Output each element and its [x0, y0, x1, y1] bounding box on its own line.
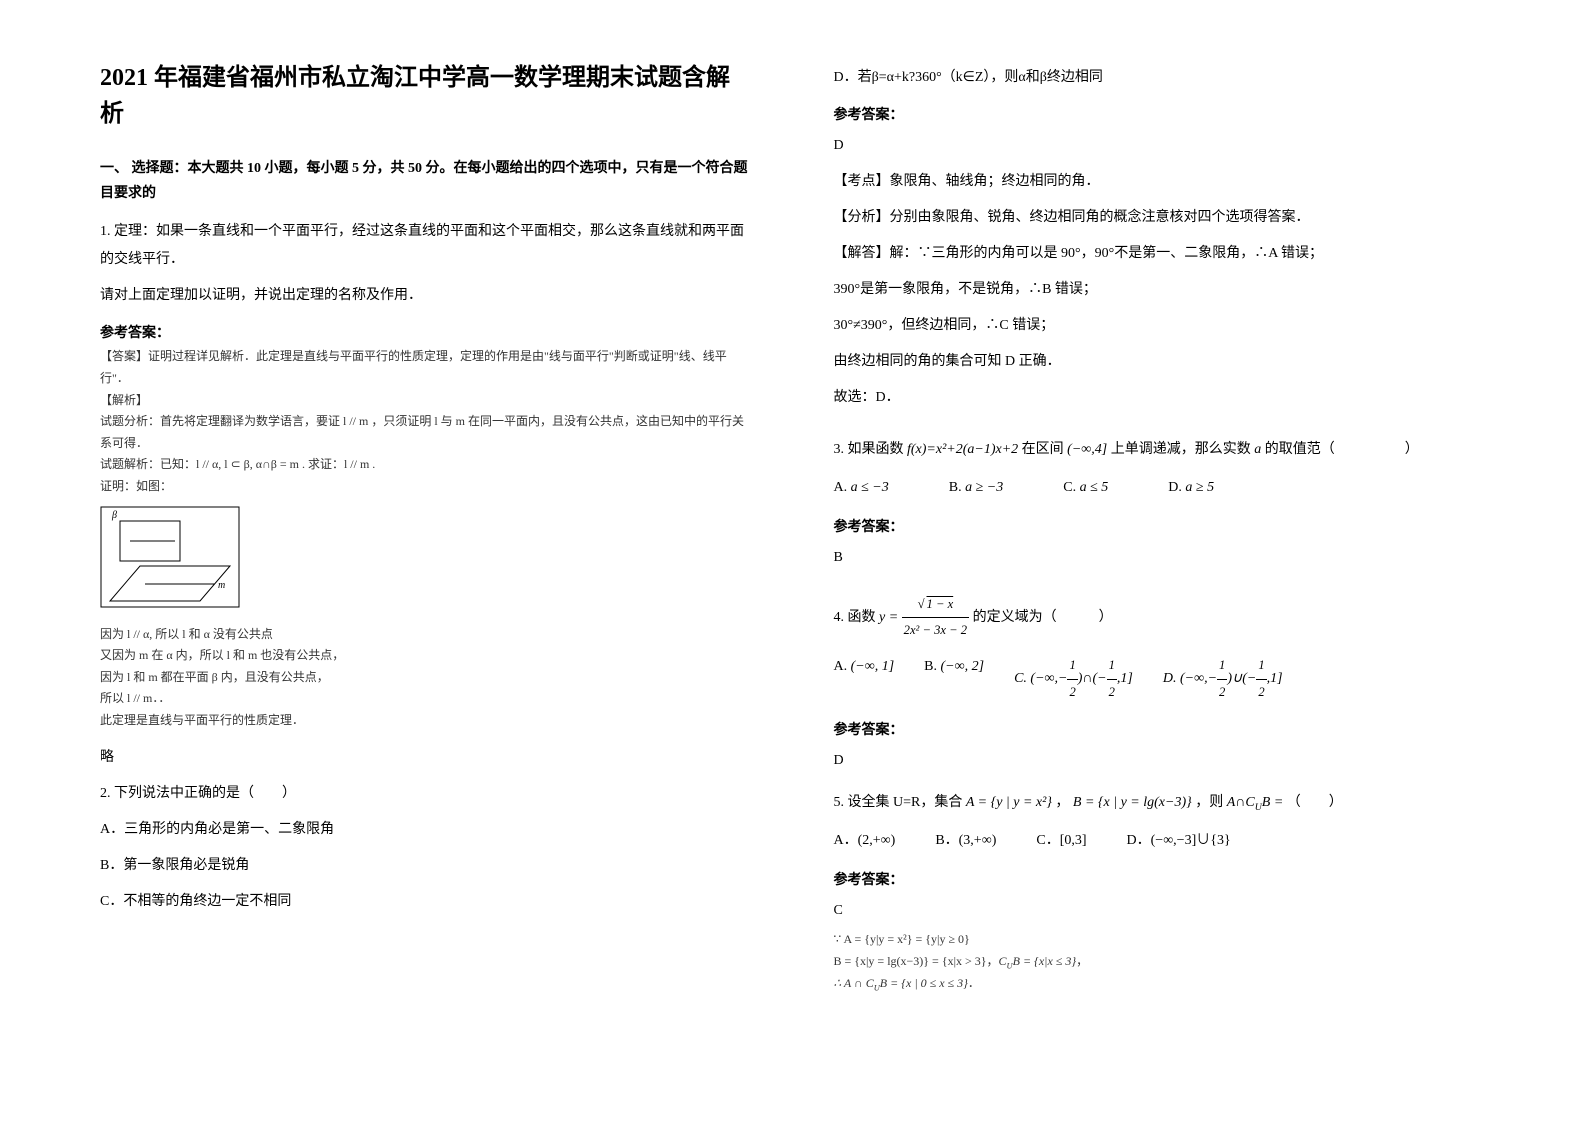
- exam-page: 2021 年福建省福州市私立淘江中学高一数学理期末试题含解析 一、 选择题：本大…: [0, 0, 1587, 1036]
- q4-stem-post: 的定义域为（ ）: [973, 610, 1113, 625]
- q4-opt-c: C. (−∞,−12)∩(−12,1]: [1014, 653, 1133, 704]
- q5-opt-d: D．(−∞,−3]∪{3}: [1127, 827, 1231, 855]
- q2-opt-b: B．第一象限角必是锐角: [100, 852, 754, 880]
- q5-answer-label: 参考答案：: [834, 869, 1488, 889]
- q2-opt-c: C．不相等的角终边一定不相同: [100, 888, 754, 916]
- q5-expr: A∩CUB =: [1227, 795, 1284, 810]
- q3-stem-end: 的取值范（ ）: [1265, 442, 1419, 457]
- left-column: 2021 年福建省福州市私立淘江中学高一数学理期末试题含解析 一、 选择题：本大…: [100, 60, 754, 996]
- q1-exp-1: 【答案】证明过程详见解析．此定理是直线与平面平行的性质定理，定理的作用是由"线与…: [100, 346, 754, 389]
- q3-a: a: [1254, 442, 1261, 457]
- q3-opt-c: C. a ≤ 5: [1063, 474, 1108, 502]
- q1-exp-6: 因为 l // α, 所以 l 和 α 没有公共点: [100, 624, 754, 646]
- q2-exp-5: 30°≠390°，但终边相同，∴C 错误；: [834, 312, 1488, 340]
- q2-exp-2: 【分析】分别由象限角、锐角、终边相同角的概念注意核对四个选项得答案．: [834, 204, 1488, 232]
- q2-opt-d: D．若β=α+k?360°（k∈Z），则α和β终边相同: [834, 64, 1488, 92]
- q5-opt-a: A．(2,+∞): [834, 827, 896, 855]
- q3-opt-b: B. a ≥ −3: [949, 474, 1003, 502]
- q1-diagram: m β: [100, 506, 240, 616]
- q1-stem-2: 请对上面定理加以证明，并说出定理的名称及作用．: [100, 282, 754, 310]
- q4-opt-a: A. (−∞, 1]: [834, 653, 895, 704]
- right-column: D．若β=α+k?360°（k∈Z），则α和β终边相同 参考答案： D 【考点】…: [834, 60, 1488, 996]
- q4-opt-b: B. (−∞, 2]: [924, 653, 984, 704]
- q2-answer-label: 参考答案：: [834, 104, 1488, 124]
- q1-exp-9: 所以 l // m．．: [100, 688, 754, 710]
- q5-exp-3: ∴ A ∩ CUB = {x | 0 ≤ x ≤ 3}．: [834, 973, 1488, 996]
- q3-opt-d: D. a ≥ 5: [1168, 474, 1214, 502]
- q1-omit: 略: [100, 744, 754, 772]
- q3-stem: 3. 如果函数 f(x)=x²+2(a−1)x+2 在区间 (−∞,4] 上单调…: [834, 436, 1488, 464]
- q5-stem: 5. 设全集 U=R，集合 A = {y | y = x²} ， B = {x …: [834, 789, 1488, 817]
- svg-text:m: m: [218, 580, 225, 591]
- q4-answer: D: [834, 747, 1488, 775]
- q5-stem-post: ，则: [1195, 795, 1223, 810]
- q2-exp-4: 390°是第一象限角，不是锐角，∴B 错误；: [834, 276, 1488, 304]
- q2-answer: D: [834, 132, 1488, 160]
- q5-opt-c: C．[0,3]: [1036, 827, 1086, 855]
- q3-func: f(x)=x²+2(a−1)x+2: [907, 442, 1018, 457]
- q4-stem: 4. 函数 y = √1 − x2x² − 3x − 2 的定义域为（ ）: [834, 592, 1488, 643]
- q1-exp-7: 又因为 m 在 α 内，所以 l 和 m 也没有公共点，: [100, 645, 754, 667]
- q1-stem-1: 1. 定理：如果一条直线和一个平面平行，经过这条直线的平面和这个平面相交，那么这…: [100, 218, 754, 274]
- svg-text:β: β: [111, 510, 117, 521]
- q2-opt-a: A．三角形的内角必是第一、二象限角: [100, 816, 754, 844]
- q1-exp-2: 【解析】: [100, 390, 754, 412]
- q3-opt-a: A. a ≤ −3: [834, 474, 889, 502]
- q3-stem-post: 上单调递减，那么实数: [1111, 442, 1251, 457]
- q2-exp-1: 【考点】象限角、轴线角；终边相同的角．: [834, 168, 1488, 196]
- q5-answer: C: [834, 897, 1488, 925]
- q5-exp-1: ∵ A = {y|y = x²} = {y|y ≥ 0}: [834, 929, 1488, 951]
- q4-func: y = √1 − x2x² − 3x − 2: [879, 610, 973, 625]
- q3-stem-mid: 在区间: [1022, 442, 1064, 457]
- q3-interval: (−∞,4]: [1067, 442, 1107, 457]
- exam-title: 2021 年福建省福州市私立淘江中学高一数学理期末试题含解析: [100, 60, 754, 132]
- q5-set-b: B = {x | y = lg(x−3)}: [1073, 795, 1192, 810]
- q4-opt-d: D. (−∞,−12)∪(−12,1]: [1163, 653, 1283, 704]
- q4-stem-pre: 4. 函数: [834, 610, 876, 625]
- q1-exp-8: 因为 l 和 m 都在平面 β 内，且没有公共点，: [100, 667, 754, 689]
- q1-exp-5: 证明：如图：: [100, 476, 754, 498]
- q2-exp-6: 由终边相同的角的集合可知 D 正确．: [834, 348, 1488, 376]
- q2-exp-7: 故选：D．: [834, 384, 1488, 412]
- q2-stem: 2. 下列说法中正确的是（ ）: [100, 780, 754, 808]
- q5-set-a: A = {y | y = x²}: [966, 795, 1052, 810]
- q1-exp-3: 试题分析：首先将定理翻译为数学语言，要证 l // m ，只须证明 l 与 m …: [100, 411, 754, 454]
- q2-exp-3: 【解答】解：∵三角形的内角可以是 90°，90°不是第一、二象限角，∴A 错误；: [834, 240, 1488, 268]
- q1-exp-10: 此定理是直线与平面平行的性质定理．: [100, 710, 754, 732]
- q4-options: A. (−∞, 1] B. (−∞, 2] C. (−∞,−12)∩(−12,1…: [834, 653, 1488, 704]
- q1-exp-4: 试题解析：已知：l // α, l ⊂ β, α∩β = m . 求证：l //…: [100, 454, 754, 476]
- section-1-head: 一、 选择题：本大题共 10 小题，每小题 5 分，共 50 分。在每小题给出的…: [100, 156, 754, 206]
- q5-comma: ，: [1055, 795, 1069, 810]
- q5-options: A．(2,+∞) B．(3,+∞) C．[0,3] D．(−∞,−3]∪{3}: [834, 827, 1488, 855]
- q3-stem-pre: 3. 如果函数: [834, 442, 904, 457]
- q4-answer-label: 参考答案：: [834, 719, 1488, 739]
- q5-opt-b: B．(3,+∞): [935, 827, 996, 855]
- q1-answer-label: 参考答案：: [100, 322, 754, 342]
- q5-exp-2: B = {x|y = lg(x−3)} = {x|x > 3}，CUB = {x…: [834, 951, 1488, 974]
- q3-options: A. a ≤ −3 B. a ≥ −3 C. a ≤ 5 D. a ≥ 5: [834, 474, 1488, 502]
- q3-answer-label: 参考答案：: [834, 516, 1488, 536]
- q5-stem-pre: 5. 设全集 U=R，集合: [834, 795, 963, 810]
- q3-answer: B: [834, 544, 1488, 572]
- q5-stem-end: （ ）: [1287, 795, 1343, 810]
